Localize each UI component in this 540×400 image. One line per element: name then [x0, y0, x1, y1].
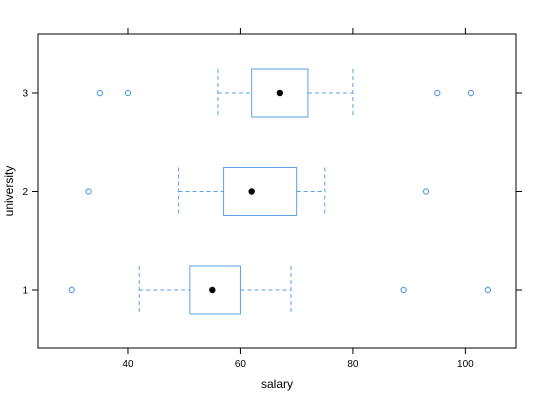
boxplot-1 — [68, 265, 492, 315]
outlier-point — [85, 188, 92, 195]
y-tick-label: 2 — [22, 187, 28, 198]
y-axis-title: university — [2, 166, 16, 217]
outlier-point — [68, 286, 75, 294]
outlier-point — [96, 89, 104, 97]
median-dot — [276, 89, 284, 97]
box-iqr — [189, 265, 241, 315]
x-tick-label: 40 — [122, 359, 134, 370]
boxplot-2 — [85, 167, 430, 216]
outlier-point — [400, 286, 407, 294]
x-tick-label: 80 — [347, 359, 359, 370]
y-tick-label: 3 — [22, 89, 28, 100]
x-tick-label: 60 — [235, 359, 247, 370]
median-dot — [209, 286, 216, 294]
boxplot-3 — [96, 68, 475, 118]
median-dot — [248, 188, 255, 195]
boxplot-marks — [68, 68, 492, 315]
outlier-point — [467, 89, 475, 97]
plot-frame — [37, 33, 517, 349]
box-iqr — [251, 68, 309, 118]
outlier-point — [124, 89, 132, 97]
outlier-point — [484, 286, 492, 294]
x-tick-label: 100 — [457, 359, 474, 370]
axes: 40 60 80 100 1 2 3 — [22, 28, 522, 370]
outlier-point — [422, 188, 430, 195]
box-iqr — [223, 167, 298, 216]
outlier-point — [434, 89, 441, 97]
x-axis-title: salary — [261, 377, 293, 391]
y-tick-label: 1 — [22, 286, 28, 297]
